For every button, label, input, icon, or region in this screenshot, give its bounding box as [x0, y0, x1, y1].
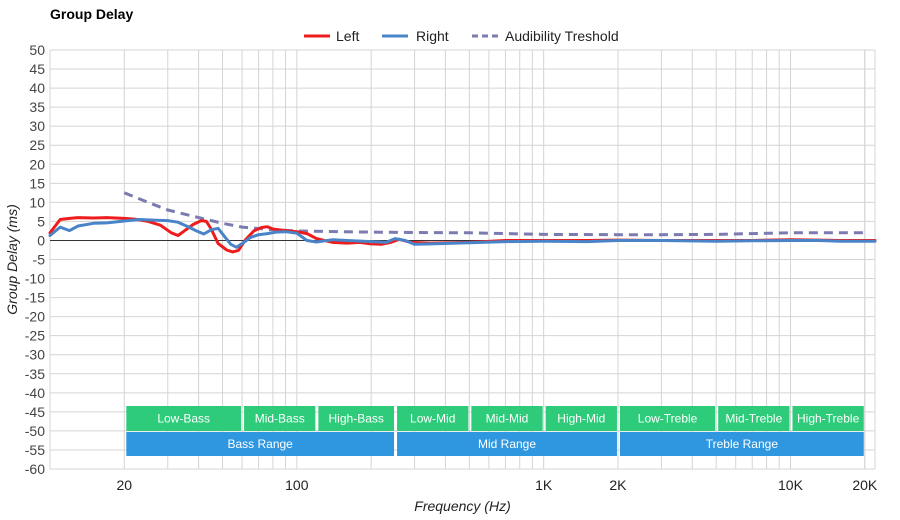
range-band-low-bass	[126, 406, 242, 431]
y-tick-label: 10	[29, 194, 45, 210]
y-tick-label: -45	[25, 404, 45, 420]
x-tick-label: 100	[285, 477, 309, 493]
x-tick-label: 2K	[609, 477, 627, 493]
y-tick-label: 5	[37, 213, 45, 229]
chart-title: Group Delay	[50, 6, 133, 22]
y-tick-label: 0	[37, 232, 45, 248]
range-band-mid-bass	[244, 406, 316, 431]
y-tick-label: -60	[25, 461, 45, 477]
range-band-low-mid	[397, 406, 469, 431]
y-tick-label: -50	[25, 423, 45, 439]
series-line-right	[48, 218, 877, 249]
y-tick-label: 50	[29, 42, 45, 58]
y-tick-label: -35	[25, 366, 45, 382]
y-tick-label: -30	[25, 347, 45, 363]
range-band-label: High-Treble	[797, 412, 860, 426]
y-tick-label: 20	[29, 156, 45, 172]
legend-item-left[interactable]: Left	[304, 28, 359, 44]
y-tick-label: -55	[25, 442, 45, 458]
x-tick-label: 20	[117, 477, 133, 493]
y-tick-label: -40	[25, 385, 45, 401]
y-axis-title: Group Delay (ms)	[4, 204, 20, 314]
y-tick-label: -15	[25, 290, 45, 306]
legend: Left Right Audibility Treshold	[304, 28, 619, 44]
range-band-label: Low-Treble	[638, 412, 698, 426]
series-layer	[48, 191, 877, 254]
legend-label-right: Right	[416, 28, 449, 44]
y-tick-label: -25	[25, 328, 45, 344]
y-tick-label: 30	[29, 118, 45, 134]
range-band-label: Mid-Mid	[486, 412, 529, 426]
range-band-label: Treble Range	[706, 437, 779, 451]
x-tick-label: 1K	[535, 477, 553, 493]
y-tick-label: -10	[25, 271, 45, 287]
range-band-high-bass	[318, 406, 395, 431]
range-band-mid-range	[397, 432, 617, 456]
range-band-label: Mid-Bass	[255, 412, 305, 426]
range-band-label: Mid Range	[478, 437, 536, 451]
y-tick-label: 40	[29, 80, 45, 96]
range-band-low-treble	[619, 406, 716, 431]
range-band-label: High-Mid	[557, 412, 605, 426]
legend-item-right[interactable]: Right	[382, 28, 449, 44]
y-tick-label: 45	[29, 61, 45, 77]
x-tick-label: 20K	[852, 477, 878, 493]
range-band-label: High-Bass	[329, 412, 384, 426]
range-band-label: Bass Range	[227, 437, 293, 451]
series-line-audibility-treshold	[123, 191, 865, 237]
range-band-label: Mid-Treble	[725, 412, 782, 426]
x-tick-label: 10K	[778, 477, 804, 493]
range-band-bass-range	[126, 432, 395, 456]
range-band-mid-mid	[471, 406, 543, 431]
y-tick-label: 35	[29, 99, 45, 115]
legend-label-left: Left	[336, 28, 359, 44]
y-tick-label: 25	[29, 137, 45, 153]
range-band-treble-range	[619, 432, 864, 456]
range-band-high-treble	[792, 406, 864, 431]
x-axis-title: Frequency (Hz)	[414, 498, 510, 514]
legend-item-threshold[interactable]: Audibility Treshold	[472, 28, 619, 44]
x-axis-ticks: 20 100 1K 2K 10K 20K	[117, 477, 878, 493]
y-tick-label: 15	[29, 175, 45, 191]
range-band-label: Low-Mid	[410, 412, 455, 426]
range-bands: Low-Bass Mid-Bass High-Bass Low-Mid Mid-Mid H…	[126, 406, 864, 456]
range-band-high-mid	[545, 406, 617, 431]
y-tick-label: -5	[33, 252, 46, 268]
y-tick-label: -20	[25, 309, 45, 325]
range-band-mid-treble	[718, 406, 790, 431]
y-axis-ticks: 50454035302520151050-5-10-15-20-25-30-35…	[25, 42, 45, 477]
range-band-label: Low-Bass	[157, 412, 210, 426]
legend-label-threshold: Audibility Treshold	[505, 28, 619, 44]
